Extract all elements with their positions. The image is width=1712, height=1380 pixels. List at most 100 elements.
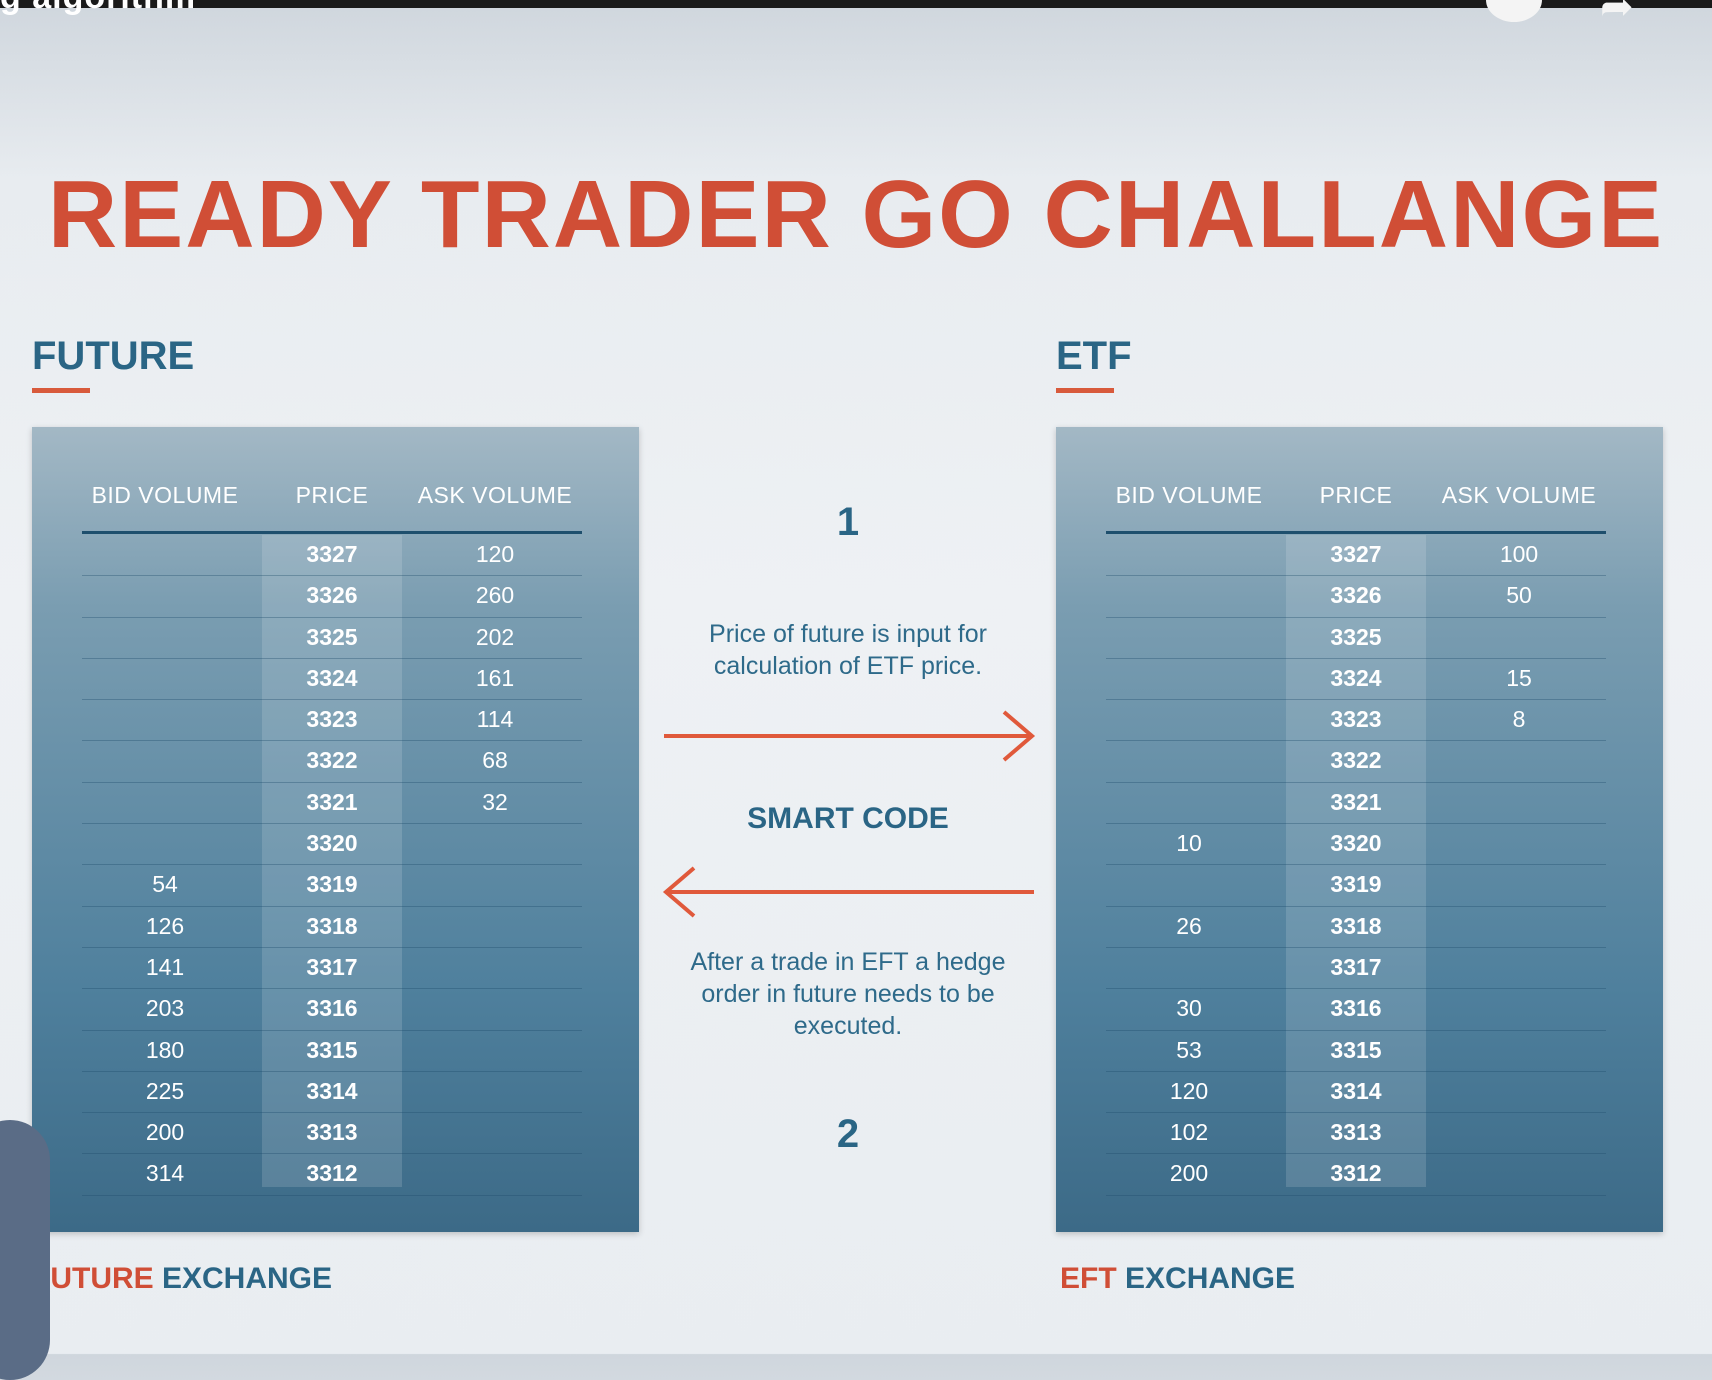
future-price-column (262, 535, 402, 1187)
etf-ask-header: ASK VOLUME (1441, 482, 1597, 508)
etf-price-cell: 3313 (1330, 1119, 1382, 1146)
future-price-cell: 3327 (306, 541, 358, 567)
etf-price-cell: 3324 (1330, 664, 1382, 691)
etf-table-row: 120 3314 (1106, 1072, 1606, 1114)
future-price-cell: 3318 (306, 912, 358, 939)
future-ask-cell: 68 (482, 747, 508, 774)
etf-bid-cell: 200 (1169, 1160, 1209, 1187)
etf-price-cell: 3325 (1330, 623, 1382, 650)
etf-underline (1056, 388, 1114, 393)
future-bid-cell: 180 (145, 1036, 185, 1063)
etf-table-row: 102 3313 (1106, 1113, 1606, 1155)
etf-bid-cell: 102 (1169, 1119, 1209, 1146)
etf-price-cell: 3321 (1330, 788, 1382, 815)
future-header-divider (82, 531, 582, 534)
future-price-cell: 3313 (306, 1119, 358, 1146)
share-icon[interactable]: ➦ (1600, 0, 1634, 29)
future-table-row: 3321 32 (82, 783, 582, 825)
future-table-row: 200 3313 (82, 1113, 582, 1155)
future-bid-cell: 54 (152, 871, 178, 898)
future-bid-cell: 203 (145, 995, 185, 1022)
future-ask-cell: 161 (475, 664, 515, 691)
future-bid-cell: 225 (145, 1077, 185, 1104)
etf-bid-header: BID VOLUME (1115, 482, 1263, 508)
smart-code-label: SMART CODE (747, 802, 949, 835)
etf-table-row: 3321 (1106, 783, 1606, 825)
future-price-cell: 3312 (306, 1160, 358, 1187)
future-price-header: PRICE (295, 482, 369, 508)
etf-table-row: 3323 8 (1106, 700, 1606, 742)
future-table-row: 3325 202 (82, 618, 582, 659)
future-table-row: 3323 114 (82, 700, 582, 742)
etf-bid-cell: 120 (1169, 1077, 1209, 1104)
video-control-icon[interactable] (1486, 0, 1542, 22)
etf-header-divider (1106, 531, 1606, 534)
future-bid-header: BID VOLUME (91, 482, 239, 508)
etf-price-column (1286, 535, 1426, 1187)
etf-bid-cell: 10 (1176, 830, 1202, 857)
left-arrow-icon (662, 866, 1034, 918)
future-price-cell: 3325 (306, 623, 358, 650)
step-1-description: Price of future is input for calculation… (709, 620, 987, 680)
etf-price-cell: 3326 (1330, 582, 1382, 609)
etf-table-row: 53 3315 (1106, 1031, 1606, 1072)
future-underline (32, 388, 90, 393)
etf-table-row: 3326 50 (1106, 576, 1606, 618)
etf-label: ETF (1056, 334, 1132, 378)
etf-ask-cell: 8 (1512, 706, 1526, 733)
etf-table-row: 200 3312 (1106, 1154, 1606, 1196)
future-table-row: 141 3317 (82, 948, 582, 990)
etf-table-row: 3317 (1106, 948, 1606, 990)
step-2-description: After a trade in EFT a hedge order in fu… (690, 948, 1006, 1040)
right-arrow-icon (664, 710, 1036, 762)
future-price-cell: 3316 (306, 995, 358, 1022)
etf-table-row: 3322 (1106, 741, 1606, 783)
future-table-row: 3326 260 (82, 576, 582, 618)
etf-bid-cell: 30 (1176, 995, 1202, 1022)
future-ask-cell: 32 (482, 788, 508, 815)
future-price-cell: 3322 (306, 747, 358, 774)
etf-order-book: BID VOLUME PRICE ASK VOLUME 3327 100 3326 5… (1056, 427, 1663, 1232)
etf-rows: 3327 100 3326 50 3325 3324 15 3323 8 3322 3321 10 33… (1106, 535, 1606, 1196)
future-price-cell: 3315 (306, 1036, 358, 1063)
future-order-book: BID VOLUME PRICE ASK VOLUME 3327 120 3326 2… (32, 427, 639, 1232)
future-table-row: 3320 (82, 824, 582, 866)
future-ask-cell: 114 (476, 706, 514, 733)
future-table-row: 314 3312 (82, 1154, 582, 1196)
etf-price-cell: 3316 (1330, 995, 1382, 1022)
future-exchange-label: FUTURE EXCHANGE (32, 1262, 332, 1296)
future-price-cell: 3317 (306, 953, 358, 980)
future-bid-cell: 126 (145, 912, 185, 939)
etf-bid-cell: 26 (1176, 912, 1202, 939)
future-exchange-text: EXCHANGE (153, 1262, 333, 1295)
etf-exchange-label: EFT EXCHANGE (1060, 1262, 1295, 1296)
future-table-row: 180 3315 (82, 1031, 582, 1072)
future-table-row: 203 3316 (82, 989, 582, 1031)
etf-table-row: 3324 15 (1106, 659, 1606, 701)
future-ask-cell: 260 (475, 582, 515, 609)
etf-table-row: 10 3320 (1106, 824, 1606, 866)
etf-price-cell: 3315 (1330, 1036, 1382, 1063)
future-ask-cell: 120 (475, 541, 515, 567)
etf-exchange-accent: EFT (1060, 1262, 1117, 1295)
future-table-row: 126 3318 (82, 907, 582, 948)
etf-price-header: PRICE (1319, 482, 1393, 508)
future-bid-cell: 141 (145, 953, 185, 980)
future-ask-cell: 202 (475, 623, 515, 650)
step-1-label: 1 (836, 500, 860, 544)
etf-price-cell: 3319 (1330, 871, 1382, 898)
future-exchange-accent: FUTURE (32, 1262, 154, 1295)
etf-bid-cell: 53 (1176, 1036, 1202, 1063)
future-price-cell: 3314 (306, 1077, 358, 1104)
etf-table-row: 3319 (1106, 865, 1606, 907)
slide-title: READY TRADER GO CHALLANGE (47, 161, 1665, 268)
etf-table-row: 26 3318 (1106, 907, 1606, 948)
etf-ask-cell: 100 (1499, 541, 1539, 567)
presenter-silhouette (0, 1120, 50, 1380)
video-caption: g algorithm (0, 0, 196, 17)
future-price-cell: 3321 (306, 788, 358, 815)
etf-price-cell: 3320 (1330, 830, 1382, 857)
step-2-label: 2 (836, 1112, 860, 1156)
etf-price-cell: 3323 (1330, 706, 1382, 733)
future-rows: 3327 120 3326 260 3325 202 3324 161 3323 114 3322 6… (82, 535, 582, 1196)
